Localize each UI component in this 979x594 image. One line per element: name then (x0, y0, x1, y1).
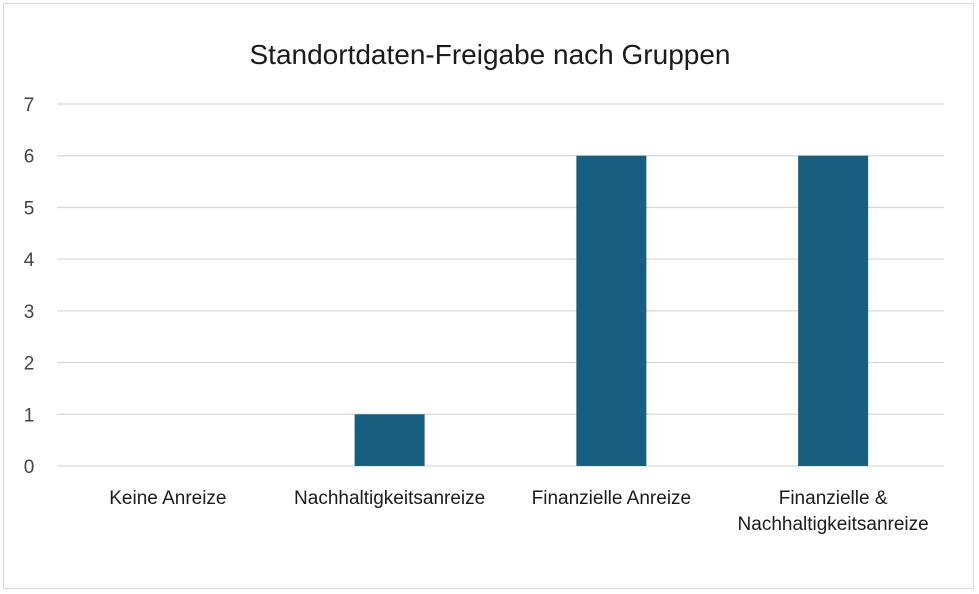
x-category-label-line: Finanzielle & (779, 488, 888, 509)
x-category-label: Keine Anreize (109, 488, 226, 509)
x-axis-labels: Keine Anreize Nachhaltigkeitsanreize Finan… (109, 488, 928, 535)
y-tick-label: 6 (24, 147, 35, 168)
bar (576, 155, 647, 466)
y-tick-label: 5 (24, 198, 35, 219)
x-category-label-line: Nachhaltigkeitsanreize (294, 488, 485, 509)
bar (354, 414, 425, 466)
x-category-label: Nachhaltigkeitsanreize (294, 488, 485, 509)
x-category-label-line: Nachhaltigkeitsanreize (738, 514, 929, 535)
y-tick-label: 0 (24, 457, 35, 478)
chart-title: Standortdaten-Freigabe nach Gruppen (250, 39, 731, 70)
gridlines (57, 103, 944, 467)
y-tick-label: 7 (24, 95, 35, 116)
x-category-label: Finanzielle Anreize (532, 488, 691, 509)
bars (354, 155, 869, 466)
x-category-label: Finanzielle & Nachhaltigkeitsanreize (738, 488, 929, 535)
y-tick-label: 1 (24, 405, 35, 426)
bar (798, 155, 869, 466)
x-category-label-line: Finanzielle Anreize (532, 488, 691, 509)
y-tick-label: 3 (24, 302, 35, 323)
y-tick-label: 4 (24, 250, 35, 271)
y-axis-ticks: 0 1 2 3 4 5 6 7 (24, 95, 35, 478)
x-category-label-line: Keine Anreize (109, 488, 226, 509)
y-tick-label: 2 (24, 354, 35, 375)
